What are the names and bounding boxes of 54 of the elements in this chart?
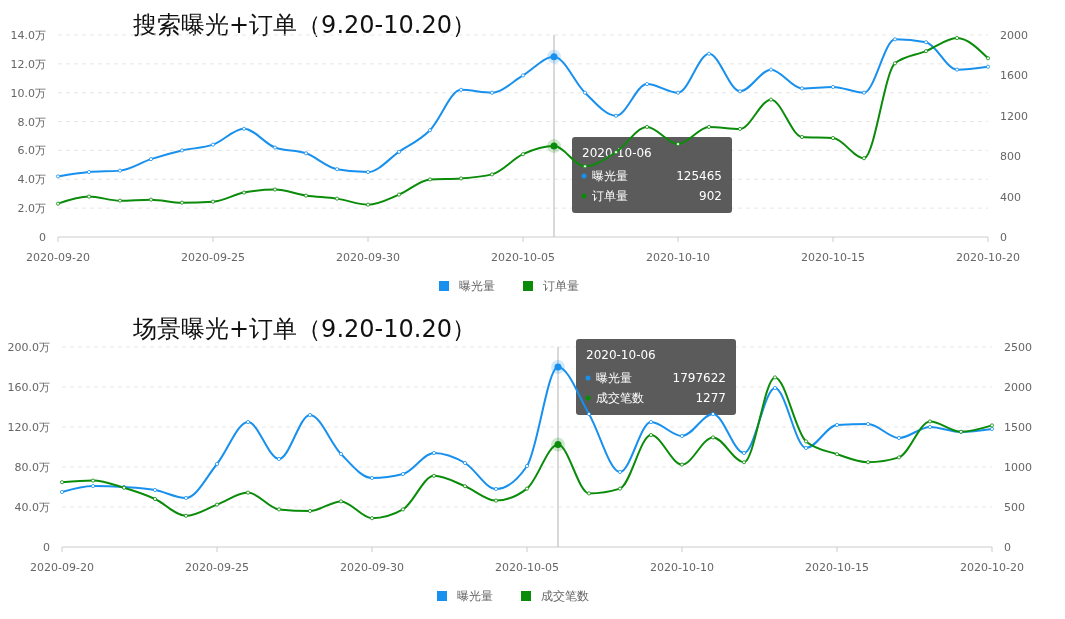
x-tick-label: 2020-10-10 bbox=[650, 561, 714, 574]
y2-tick-label: 1500 bbox=[1004, 421, 1032, 434]
x-tick-label: 2020-09-30 bbox=[336, 251, 400, 264]
x-tick-label: 2020-10-20 bbox=[956, 251, 1020, 264]
x-tick-label: 2020-09-25 bbox=[185, 561, 249, 574]
y2-tick-label: 0 bbox=[1004, 541, 1011, 554]
x-tick-label: 2020-10-05 bbox=[491, 251, 555, 264]
y-tick-label: 0 bbox=[43, 541, 50, 554]
y-tick-label: 10.0万 bbox=[10, 86, 46, 100]
y-tick-label: 8.0万 bbox=[17, 115, 46, 129]
y2-tick-label: 1600 bbox=[1000, 69, 1028, 83]
y2-tick-label: 800 bbox=[1000, 150, 1021, 164]
x-tick-label: 2020-09-25 bbox=[181, 251, 245, 264]
tooltip-box: 2020-10-06 曝光量 1797622 成交笔数 1277 bbox=[576, 339, 736, 415]
x-tick-label: 2020-10-15 bbox=[801, 251, 865, 264]
y2-tick-label: 500 bbox=[1004, 501, 1025, 514]
y-tick-label: 200.0万 bbox=[7, 341, 50, 354]
y-tick-label: 14.0万 bbox=[10, 29, 46, 42]
x-tick-label: 2020-09-30 bbox=[340, 561, 404, 574]
annotation: 2020-10-06 bbox=[582, 146, 652, 160]
legend-label: 成交笔数 bbox=[541, 589, 589, 603]
annotation: 902 bbox=[699, 189, 722, 203]
y2-tick-label: 1000 bbox=[1004, 461, 1032, 474]
chart-title: 搜索曝光+订单（9.20-10.20） bbox=[133, 11, 476, 39]
x-tick-label: 2020-09-20 bbox=[30, 561, 94, 574]
x-tick-label: 2020-10-05 bbox=[495, 561, 559, 574]
y-tick-label: 80.0万 bbox=[14, 461, 50, 474]
chart-title: 场景曝光+订单（9.20-10.20） bbox=[132, 315, 476, 343]
y-tick-label: 6.0万 bbox=[17, 144, 46, 158]
tooltip-box: 2020-10-06 曝光量 125465 订单量 902 bbox=[572, 137, 732, 213]
x-tick-label: 2020-10-15 bbox=[805, 561, 869, 574]
y-tick-label: 120.0万 bbox=[7, 421, 50, 434]
legend-label: 曝光量 bbox=[459, 279, 495, 293]
y-tick-label: 12.0万 bbox=[10, 57, 46, 71]
annotation: 125465 bbox=[676, 169, 722, 183]
y2-tick-label: 400 bbox=[1000, 190, 1021, 204]
x-tick-label: 2020-10-10 bbox=[646, 251, 710, 264]
legend-label: 订单量 bbox=[543, 279, 579, 293]
y2-tick-label: 2000 bbox=[1004, 381, 1032, 394]
annotation: 1277 bbox=[695, 391, 726, 405]
x-tick-label: 2020-09-20 bbox=[26, 251, 90, 264]
y2-tick-label: 2000 bbox=[1000, 29, 1028, 42]
annotation: 2020-10-06 bbox=[586, 348, 656, 362]
legend-label: 曝光量 bbox=[457, 589, 493, 603]
y-tick-label: 40.0万 bbox=[14, 501, 50, 514]
x-tick-label: 2020-10-20 bbox=[960, 561, 1024, 574]
y2-tick-label: 2500 bbox=[1004, 341, 1032, 354]
y-tick-label: 4.0万 bbox=[17, 173, 46, 187]
annotation: 1797622 bbox=[672, 371, 726, 385]
y2-tick-label: 0 bbox=[1000, 231, 1007, 244]
y-tick-label: 0 bbox=[39, 231, 46, 244]
y-tick-label: 160.0万 bbox=[7, 381, 50, 394]
y2-tick-label: 1200 bbox=[1000, 109, 1028, 123]
y-tick-label: 2.0万 bbox=[17, 202, 46, 216]
